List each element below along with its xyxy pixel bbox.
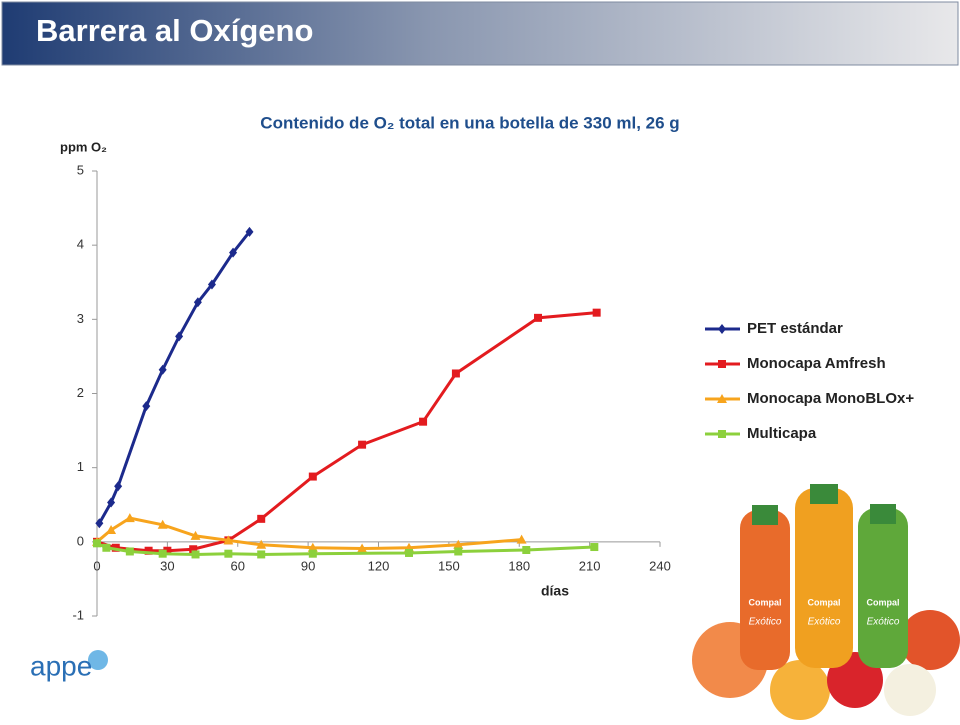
y-tick-label: 2: [77, 385, 84, 400]
marker: [257, 550, 266, 559]
y-tick-label: 5: [77, 162, 84, 177]
marker: [158, 549, 167, 558]
chart-title: Contenido de O₂ total en una botella de …: [260, 113, 679, 132]
marker: [257, 514, 266, 523]
x-tick-label: 60: [231, 558, 245, 573]
marker: [157, 519, 168, 529]
marker: [207, 279, 216, 290]
marker: [534, 313, 543, 322]
marker: [158, 364, 167, 375]
marker: [718, 324, 726, 334]
x-tick-label: 90: [301, 558, 315, 573]
marker: [717, 394, 727, 403]
x-tick-label: 30: [160, 558, 174, 573]
marker: [142, 401, 151, 412]
product-brand: Compal: [807, 597, 840, 607]
plot: -1 0 1 2 3 4 5 0 30 60 90 120 150 180 210 240: [72, 162, 670, 622]
marker: [125, 547, 134, 556]
y-tick-label: 4: [77, 237, 84, 252]
product-line: Exótico: [749, 617, 782, 628]
legend-label: Monocapa MonoBLOx+: [747, 390, 914, 407]
marker: [307, 542, 318, 552]
legend-label: Monocapa Amfresh: [747, 355, 886, 372]
marker: [224, 549, 233, 558]
product-brand: Compal: [866, 597, 899, 607]
product-line: Exótico: [867, 617, 900, 628]
marker: [522, 545, 531, 554]
marker: [404, 548, 413, 557]
marker: [223, 535, 234, 545]
marker: [175, 331, 184, 342]
y-tick-label: 1: [77, 459, 84, 474]
marker: [718, 430, 726, 438]
logo: appe: [30, 650, 108, 681]
marker: [245, 226, 254, 237]
x-tick-label: 240: [649, 558, 671, 573]
marker: [454, 547, 463, 556]
y-tick-label: 0: [77, 533, 84, 548]
header-bar: [1, 1, 959, 66]
legend: PET estándar Monocapa Amfresh Monocapa Mon…: [705, 320, 914, 442]
marker: [358, 440, 367, 449]
marker: [451, 369, 460, 378]
series-line: [98, 230, 251, 525]
x-tick-label: 120: [368, 558, 390, 573]
marker: [114, 481, 123, 492]
marker: [95, 518, 104, 529]
marker: [453, 539, 464, 549]
marker: [102, 543, 111, 552]
marker: [357, 543, 368, 553]
marker: [256, 539, 267, 549]
x-tick-label: 210: [579, 558, 601, 573]
marker: [419, 417, 428, 426]
y-tick-label: 3: [77, 311, 84, 326]
marker: [229, 247, 238, 258]
product-line: Exótico: [808, 617, 841, 628]
marker: [93, 539, 101, 548]
product-brand: Compal: [748, 597, 781, 607]
marker: [191, 550, 200, 559]
x-tick-label: 150: [438, 558, 460, 573]
slide-title: Barrera al Oxígeno: [36, 13, 313, 48]
y-tick-label: -1: [72, 607, 84, 622]
marker: [193, 297, 202, 308]
marker: [590, 543, 599, 552]
marker: [516, 534, 527, 544]
marker: [308, 549, 317, 558]
x-tick-label: 180: [508, 558, 530, 573]
product-photo: Compal Compal Compal Exótico Exótico Exó…: [692, 484, 960, 720]
marker: [107, 497, 116, 508]
marker: [106, 524, 117, 534]
x-tick-label: 0: [93, 558, 100, 573]
marker: [718, 360, 726, 368]
legend-label: Multicapa: [747, 425, 817, 442]
marker: [308, 472, 317, 481]
logo-text: appe: [30, 650, 92, 681]
marker: [190, 530, 201, 540]
legend-label: PET estándar: [747, 320, 843, 337]
marker: [124, 513, 135, 523]
x-axis-label: días: [541, 583, 569, 599]
y-axis-label: ppm O₂: [60, 139, 107, 154]
marker: [592, 308, 601, 317]
